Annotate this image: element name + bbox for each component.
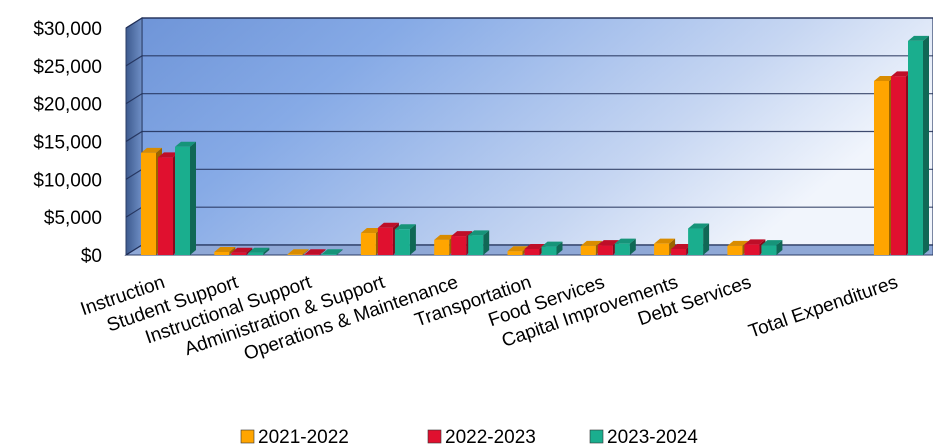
bar: [287, 249, 309, 255]
legend-item: 2023-2024: [589, 427, 698, 445]
y-tick-label: $20,000: [33, 95, 102, 116]
bars: [141, 35, 929, 255]
y-axis-ticks: $0 $5,000 $10,000 $15,000 $20,000 $25,000 $30,…: [33, 19, 102, 267]
y-tick-label: $5,000: [44, 208, 102, 229]
bar: [231, 247, 253, 255]
bar: [248, 247, 270, 255]
legend-item: 2022-2023: [427, 427, 536, 445]
legend-swatch: [240, 429, 255, 444]
bar: [214, 246, 236, 255]
gridline: [125, 93, 933, 105]
legend-item: 2021-2022: [240, 427, 349, 445]
plot-area: [124, 17, 933, 256]
bar: [394, 224, 416, 255]
bar: [614, 238, 636, 255]
bar: [908, 35, 929, 255]
legend: 2021-2022 2022-2023 2023-2024: [240, 427, 698, 445]
legend-swatch: [589, 429, 604, 444]
y-tick-label: $15,000: [33, 133, 102, 154]
y-tick-label: $0: [81, 246, 102, 267]
y-tick-label: $25,000: [33, 57, 102, 78]
bar: [468, 230, 490, 255]
legend-swatch: [427, 429, 442, 444]
gridline: [125, 130, 933, 143]
bar: [761, 240, 783, 255]
bar: [688, 223, 710, 255]
bar: [321, 249, 343, 255]
legend-label: 2022-2023: [445, 427, 536, 445]
gridline: [125, 55, 933, 67]
y-tick-label: $10,000: [33, 170, 102, 191]
gridline: [125, 17, 933, 29]
bar: [304, 249, 326, 255]
bar: [175, 141, 196, 255]
bar: [541, 241, 563, 255]
y-tick-label: $30,000: [33, 19, 102, 40]
x-category-label: Total Expenditures: [746, 272, 901, 343]
legend-label: 2023-2024: [607, 427, 698, 445]
legend-label: 2021-2022: [258, 427, 349, 445]
